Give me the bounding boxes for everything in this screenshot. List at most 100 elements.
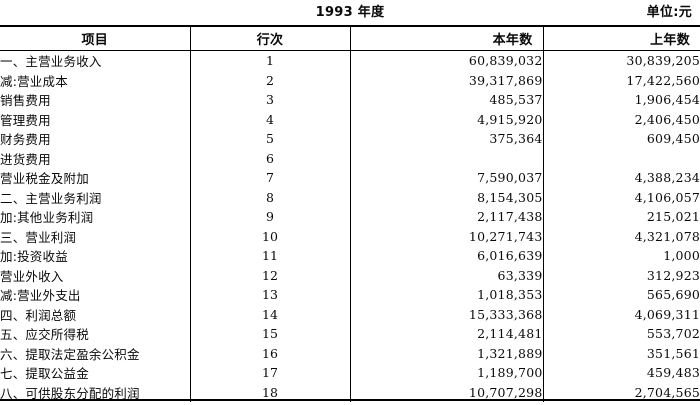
cell-line-number: 3: [189, 90, 350, 110]
table-row: 减:营业成本 2 39,317,869 17,422,560: [0, 70, 700, 90]
table-body: 一、主营业务收入 1 60,839,032 30,839,205 减:营业成本 2 39,3…: [0, 50, 700, 402]
cell-previous-year-amount: 351,561: [542, 343, 700, 363]
cell-current-year-amount: 7,590,037: [349, 168, 543, 188]
column-header-current-year: 本年数: [349, 27, 543, 51]
cell-current-year-amount: 2,114,481: [349, 324, 543, 344]
cell-previous-year-amount: 609,450: [542, 129, 700, 149]
cell-current-year-amount: 63,339: [349, 265, 543, 285]
cell-line-number: 10: [189, 226, 350, 246]
cell-previous-year-amount: 565,690: [542, 285, 700, 305]
cell-previous-year-amount: 30,839,205: [542, 50, 700, 71]
cell-current-year-amount: 8,154,305: [349, 187, 543, 207]
cell-line-number: 1: [189, 50, 350, 71]
table-row: 管理费用 4 4,915,920 2,406,450: [0, 109, 700, 129]
table-header-row: 项目 行次 本年数 上年数: [0, 27, 700, 51]
cell-item-label: 加:投资收益: [0, 249, 68, 265]
cell-item-label: 六、提取法定盈余公积金: [0, 346, 140, 362]
cell-line-number: 15: [189, 324, 350, 344]
table-row: 五、应交所得税 15 2,114,481 553,702: [0, 324, 700, 344]
cell-item-label: 四、利润总额: [0, 307, 77, 323]
cell-line-number: 8: [189, 187, 350, 207]
cell-item-label: 三、营业利润: [0, 229, 77, 245]
cell-item-label: 八、可供股东分配的利润: [0, 385, 140, 401]
report-caption: 1993 年度 单位:元: [0, 0, 700, 25]
cell-previous-year-amount: 2,704,565: [542, 382, 700, 402]
cell-item-label: 减:营业外支出: [0, 288, 81, 304]
income-statement-table-wrapper: 项目 行次 本年数 上年数 一、主营业务收入 1 60,839,032 30,839,…: [0, 25, 700, 402]
cell-item-label: 管理费用: [0, 112, 51, 128]
cell-current-year-amount: [349, 148, 543, 168]
cell-line-number: 18: [189, 382, 350, 402]
table-row: 财务费用 5 375,364 609,450: [0, 129, 700, 149]
cell-previous-year-amount: [542, 148, 700, 168]
cell-previous-year-amount: 4,321,078: [542, 226, 700, 246]
table-row: 营业外收入 12 63,339 312,923: [0, 265, 700, 285]
cell-line-number: 7: [189, 168, 350, 188]
cell-current-year-amount: 6,016,639: [349, 246, 543, 266]
report-unit-label: 单位:元: [646, 5, 692, 20]
cell-current-year-amount: 2,117,438: [349, 207, 543, 227]
cell-item-label: 减:营业成本: [0, 73, 68, 89]
cell-item-label: 销售费用: [0, 93, 51, 109]
cell-item-label: 五、应交所得税: [0, 327, 89, 343]
column-header-item: 项目: [0, 27, 190, 51]
cell-line-number: 9: [189, 207, 350, 227]
cell-previous-year-amount: 215,021: [542, 207, 700, 227]
table-row: 进货费用 6: [0, 148, 700, 168]
cell-item-label: 一、主营业务收入: [0, 54, 102, 70]
cell-current-year-amount: 39,317,869: [349, 70, 543, 90]
cell-item-label: 财务费用: [0, 132, 51, 148]
table-row: 二、主营业务利润 8 8,154,305 4,106,057: [0, 187, 700, 207]
cell-current-year-amount: 485,537: [349, 90, 543, 110]
cell-current-year-amount: 10,707,298: [349, 382, 543, 402]
cell-current-year-amount: 1,321,889: [349, 343, 543, 363]
cell-previous-year-amount: 2,406,450: [542, 109, 700, 129]
cell-current-year-amount: 10,271,743: [349, 226, 543, 246]
cell-line-number: 11: [189, 246, 350, 266]
cell-line-number: 2: [189, 70, 350, 90]
cell-line-number: 5: [189, 129, 350, 149]
cell-line-number: 14: [189, 304, 350, 324]
column-header-previous-year: 上年数: [542, 27, 700, 51]
cell-line-number: 13: [189, 285, 350, 305]
cell-current-year-amount: 1,018,353: [349, 285, 543, 305]
cell-line-number: 17: [189, 363, 350, 383]
table-row: 减:营业外支出 13 1,018,353 565,690: [0, 285, 700, 305]
cell-item-label: 营业税金及附加: [0, 171, 89, 187]
cell-item-label: 加:其他业务利润: [0, 210, 94, 226]
cell-previous-year-amount: 459,483: [542, 363, 700, 383]
report-period-title: 1993 年度: [315, 5, 385, 20]
cell-previous-year-amount: 1,000: [542, 246, 700, 266]
income-statement-table: 项目 行次 本年数 上年数 一、主营业务收入 1 60,839,032 30,839,…: [0, 27, 700, 402]
table-row: 销售费用 3 485,537 1,906,454: [0, 90, 700, 110]
cell-current-year-amount: 375,364: [349, 129, 543, 149]
cell-previous-year-amount: 17,422,560: [542, 70, 700, 90]
cell-current-year-amount: 4,915,920: [349, 109, 543, 129]
table-row: 四、利润总额 14 15,333,368 4,069,311: [0, 304, 700, 324]
cell-line-number: 4: [189, 109, 350, 129]
table-row: 加:其他业务利润 9 2,117,438 215,021: [0, 207, 700, 227]
cell-previous-year-amount: 1,906,454: [542, 90, 700, 110]
cell-line-number: 6: [189, 148, 350, 168]
table-row: 一、主营业务收入 1 60,839,032 30,839,205: [0, 50, 700, 71]
table-row: 加:投资收益 11 6,016,639 1,000: [0, 246, 700, 266]
cell-item-label: 营业外收入: [0, 268, 64, 284]
table-row: 营业税金及附加 7 7,590,037 4,388,234: [0, 168, 700, 188]
cell-current-year-amount: 1,189,700: [349, 363, 543, 383]
cell-previous-year-amount: 4,069,311: [542, 304, 700, 324]
column-header-line-no: 行次: [189, 27, 350, 51]
cell-line-number: 12: [189, 265, 350, 285]
cell-line-number: 16: [189, 343, 350, 363]
cell-item-label: 二、主营业务利润: [0, 190, 102, 206]
cell-previous-year-amount: 4,388,234: [542, 168, 700, 188]
cell-previous-year-amount: 4,106,057: [542, 187, 700, 207]
table-row: 八、可供股东分配的利润 18 10,707,298 2,704,565: [0, 382, 700, 402]
cell-item-label: 七、提取公益金: [0, 366, 89, 382]
cell-previous-year-amount: 553,702: [542, 324, 700, 344]
table-row: 六、提取法定盈余公积金 16 1,321,889 351,561: [0, 343, 700, 363]
cell-previous-year-amount: 312,923: [542, 265, 700, 285]
cell-current-year-amount: 15,333,368: [349, 304, 543, 324]
cell-item-label: 进货费用: [0, 151, 51, 167]
table-row: 三、营业利润 10 10,271,743 4,321,078: [0, 226, 700, 246]
table-row: 七、提取公益金 17 1,189,700 459,483: [0, 363, 700, 383]
